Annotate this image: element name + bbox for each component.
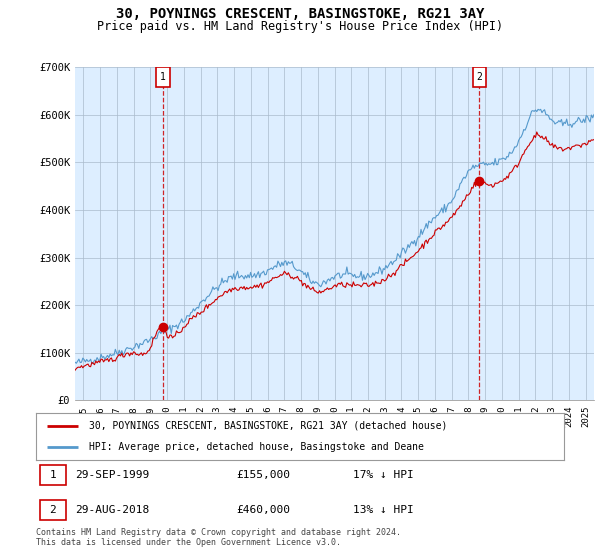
Text: HPI: Average price, detached house, Basingstoke and Deane: HPI: Average price, detached house, Basi…: [89, 442, 424, 452]
Text: Price paid vs. HM Land Registry's House Price Index (HPI): Price paid vs. HM Land Registry's House …: [97, 20, 503, 32]
Text: 30, POYNINGS CRESCENT, BASINGSTOKE, RG21 3AY (detached house): 30, POYNINGS CRESCENT, BASINGSTOKE, RG21…: [89, 421, 447, 431]
Text: £460,000: £460,000: [236, 505, 290, 515]
Text: 13% ↓ HPI: 13% ↓ HPI: [353, 505, 413, 515]
FancyBboxPatch shape: [473, 67, 486, 87]
FancyBboxPatch shape: [40, 500, 65, 520]
Text: 2: 2: [476, 72, 482, 82]
Text: 1: 1: [50, 470, 56, 480]
Text: Contains HM Land Registry data © Crown copyright and database right 2024.
This d: Contains HM Land Registry data © Crown c…: [36, 528, 401, 548]
FancyBboxPatch shape: [156, 67, 170, 87]
Text: 2: 2: [50, 505, 56, 515]
FancyBboxPatch shape: [40, 465, 65, 485]
Text: 30, POYNINGS CRESCENT, BASINGSTOKE, RG21 3AY: 30, POYNINGS CRESCENT, BASINGSTOKE, RG21…: [116, 7, 484, 21]
Text: £155,000: £155,000: [236, 470, 290, 480]
Text: 29-SEP-1999: 29-SEP-1999: [76, 470, 150, 480]
Text: 17% ↓ HPI: 17% ↓ HPI: [353, 470, 413, 480]
Text: 29-AUG-2018: 29-AUG-2018: [76, 505, 150, 515]
Text: 1: 1: [160, 72, 166, 82]
